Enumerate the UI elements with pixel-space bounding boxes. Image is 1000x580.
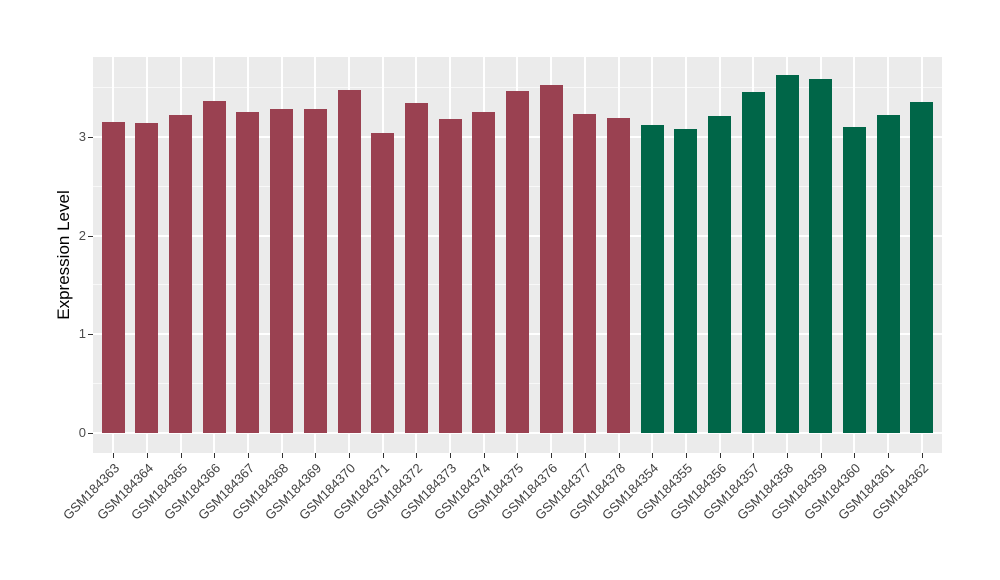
bar-GSM184358	[775, 74, 799, 433]
bar-GSM184363	[101, 122, 125, 433]
bar-GSM184366	[202, 101, 226, 433]
x-tick-mark	[247, 453, 249, 458]
x-tick-mark	[618, 453, 620, 458]
x-tick-mark	[921, 453, 923, 458]
bar-GSM184365	[169, 115, 193, 433]
bar-GSM184356	[708, 116, 732, 433]
x-tick-mark	[349, 453, 351, 458]
x-tick-mark	[113, 453, 115, 458]
x-tick-mark	[315, 453, 317, 458]
bar-GSM184371	[371, 133, 395, 433]
bar-GSM184369	[303, 109, 327, 433]
bar-GSM184357	[741, 91, 765, 433]
x-tick-mark	[854, 453, 856, 458]
y-tick-mark	[88, 235, 93, 237]
x-tick-mark	[214, 453, 216, 458]
x-tick-mark	[584, 453, 586, 458]
y-tick-mark	[88, 136, 93, 138]
bar-GSM184361	[876, 115, 900, 433]
x-tick-mark	[382, 453, 384, 458]
x-tick-mark	[416, 453, 418, 458]
bar-GSM184354	[640, 125, 664, 433]
y-tick-label: 1	[78, 326, 86, 342]
x-tick-mark	[888, 453, 890, 458]
bar-GSM184360	[842, 127, 866, 433]
x-tick-mark	[685, 453, 687, 458]
bar-GSM184372	[404, 103, 428, 433]
x-tick-mark	[787, 453, 788, 458]
x-tick-mark	[719, 453, 721, 458]
x-tick-mark	[753, 453, 755, 458]
y-tick-label: 3	[78, 128, 86, 144]
bar-GSM184375	[505, 90, 529, 433]
bar-GSM184378	[607, 118, 631, 433]
x-tick-mark	[450, 453, 452, 458]
bar-GSM184368	[270, 109, 294, 433]
x-tick-mark	[483, 453, 485, 458]
bar-GSM184377	[573, 114, 597, 433]
bar-GSM184376	[539, 84, 563, 433]
bar-GSM184370	[337, 89, 361, 433]
x-tick-mark	[517, 453, 519, 458]
x-tick-mark	[820, 453, 822, 458]
x-tick-mark	[551, 453, 553, 458]
y-tick-mark	[88, 433, 93, 434]
bar-GSM184374	[472, 112, 496, 433]
gridline-h-major	[93, 432, 942, 434]
y-tick-mark	[88, 334, 93, 336]
bar-GSM184355	[674, 129, 698, 433]
bar-GSM184367	[236, 112, 260, 433]
bar-GSM184364	[135, 123, 159, 433]
x-tick-mark	[180, 453, 182, 458]
x-tick-mark	[146, 453, 148, 458]
y-tick-label: 0	[78, 425, 86, 440]
plot-panel	[93, 57, 942, 453]
bar-GSM184362	[910, 102, 934, 433]
y-tick-label: 2	[78, 227, 86, 243]
bar-GSM184373	[438, 119, 462, 433]
y-axis-title: Expression Level	[54, 190, 73, 320]
x-tick-mark	[281, 453, 283, 458]
x-tick-mark	[652, 453, 654, 458]
bar-GSM184359	[809, 78, 833, 433]
